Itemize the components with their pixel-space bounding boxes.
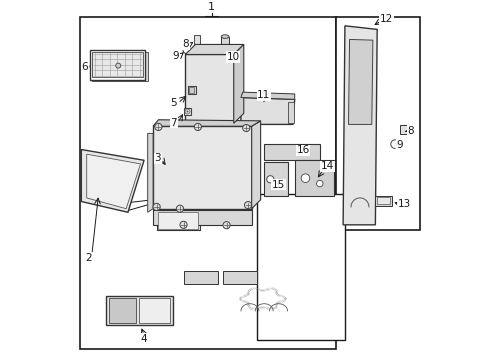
Bar — [153, 126, 251, 209]
Polygon shape — [348, 40, 372, 125]
Bar — [92, 51, 147, 81]
Text: 14: 14 — [321, 161, 334, 171]
Circle shape — [155, 123, 162, 131]
Text: 8: 8 — [407, 126, 413, 135]
Text: 5: 5 — [170, 98, 177, 108]
Circle shape — [244, 202, 251, 209]
Bar — [183, 271, 217, 284]
Text: 7: 7 — [170, 118, 177, 128]
Circle shape — [301, 174, 309, 183]
Bar — [106, 296, 172, 325]
Bar — [294, 160, 333, 196]
Bar — [257, 194, 344, 339]
Circle shape — [194, 123, 201, 131]
Polygon shape — [185, 44, 244, 54]
Text: 6: 6 — [81, 62, 88, 72]
Bar — [185, 54, 233, 123]
Circle shape — [180, 221, 187, 228]
Text: 15: 15 — [271, 180, 284, 190]
Circle shape — [176, 205, 183, 212]
Text: 16: 16 — [296, 145, 309, 155]
Polygon shape — [233, 44, 244, 123]
Circle shape — [242, 125, 249, 132]
Bar — [89, 50, 145, 80]
Circle shape — [223, 222, 230, 229]
Circle shape — [186, 111, 188, 113]
Text: 9: 9 — [396, 140, 403, 150]
Bar — [189, 87, 194, 93]
Polygon shape — [241, 92, 294, 99]
Circle shape — [266, 176, 273, 183]
Bar — [264, 144, 319, 160]
Bar — [156, 211, 199, 230]
Bar — [183, 108, 191, 116]
Circle shape — [153, 203, 160, 211]
Bar — [193, 35, 200, 45]
Bar — [335, 17, 419, 230]
Bar — [375, 196, 391, 206]
Bar — [223, 271, 257, 284]
Bar — [92, 52, 142, 77]
Bar — [109, 298, 136, 323]
Polygon shape — [153, 120, 260, 126]
Polygon shape — [251, 121, 260, 209]
Polygon shape — [81, 149, 144, 212]
Text: 4: 4 — [141, 333, 147, 343]
Text: 1: 1 — [207, 2, 215, 12]
Polygon shape — [86, 154, 140, 209]
Bar — [80, 17, 335, 348]
Circle shape — [316, 180, 323, 187]
Bar — [153, 211, 251, 225]
Circle shape — [116, 63, 121, 68]
Bar — [158, 212, 198, 229]
Text: 13: 13 — [397, 199, 410, 210]
Text: 2: 2 — [85, 253, 92, 263]
Bar — [221, 37, 228, 50]
Text: 11: 11 — [257, 90, 270, 100]
Bar — [187, 86, 195, 94]
Text: 9: 9 — [172, 50, 179, 60]
Bar — [287, 102, 293, 123]
Ellipse shape — [221, 35, 228, 39]
Bar — [400, 125, 408, 134]
Bar — [376, 197, 389, 204]
Bar — [264, 162, 287, 196]
Text: 3: 3 — [154, 153, 161, 163]
Text: 12: 12 — [379, 14, 392, 24]
Text: 8: 8 — [182, 40, 189, 49]
Text: 10: 10 — [226, 52, 239, 62]
Circle shape — [277, 182, 282, 187]
Polygon shape — [241, 98, 294, 125]
Bar — [139, 298, 170, 323]
Polygon shape — [147, 134, 153, 212]
Polygon shape — [343, 26, 376, 225]
